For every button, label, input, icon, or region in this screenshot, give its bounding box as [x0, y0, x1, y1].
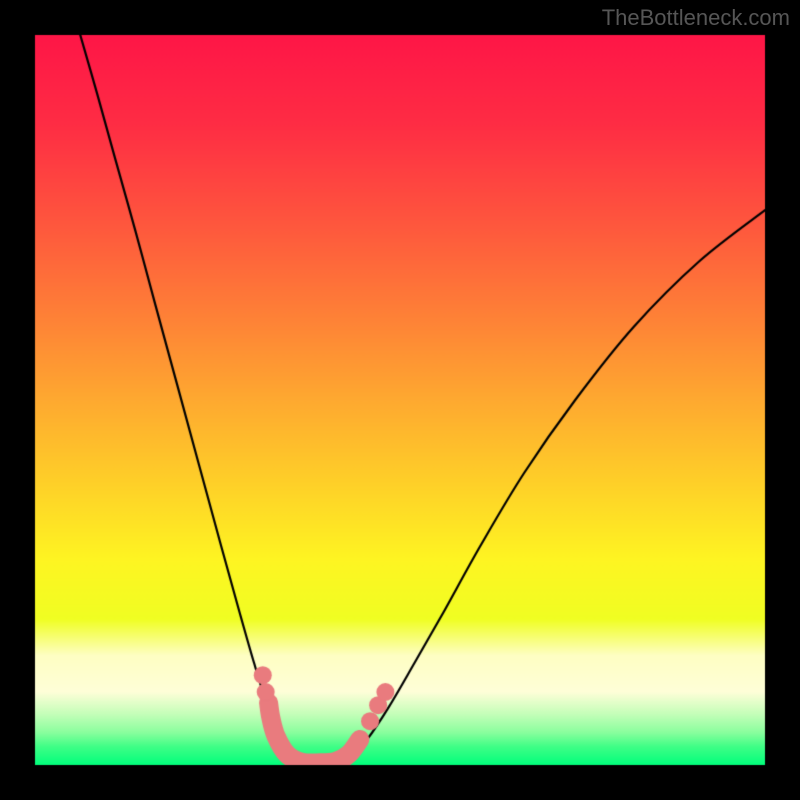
chart-container: TheBottleneck.com [0, 0, 800, 800]
watermark-text: TheBottleneck.com [602, 5, 790, 31]
bottleneck-chart-canvas [0, 0, 800, 800]
